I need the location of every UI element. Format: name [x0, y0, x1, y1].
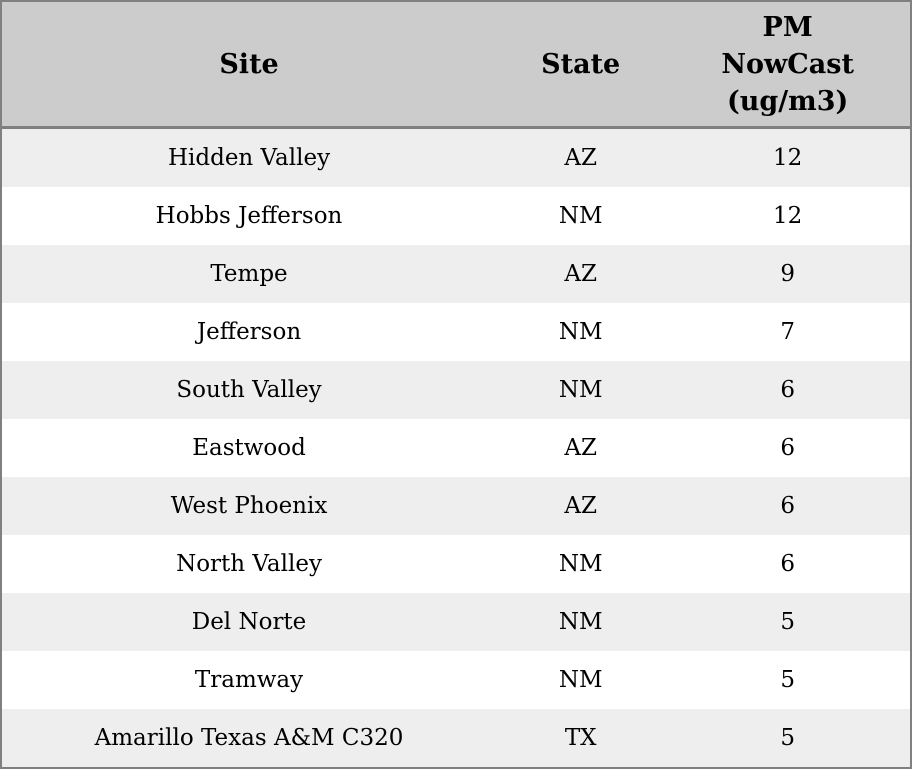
state-cell: NM: [558, 551, 603, 577]
pm-cell: 9: [780, 261, 795, 287]
state-cell: AZ: [564, 261, 597, 287]
site-cell: North Valley: [176, 551, 322, 577]
pm-cell: 6: [780, 493, 795, 519]
state-cell: NM: [558, 609, 603, 635]
site-cell: Jefferson: [196, 319, 302, 345]
column-header-site: Site: [1, 1, 497, 129]
state-cell: TX: [564, 725, 597, 751]
site-cell: Tempe: [210, 261, 288, 287]
pm-cell: 12: [773, 203, 803, 229]
table-row: West Phoenix AZ 6: [1, 477, 911, 535]
site-cell: Eastwood: [192, 435, 306, 461]
site-cell: West Phoenix: [170, 493, 328, 519]
state-cell: NM: [558, 319, 603, 345]
header-row: Site State PM NowCast (ug/m3): [1, 1, 911, 129]
state-cell: AZ: [564, 145, 597, 171]
site-cell: Amarillo Texas A&M C320: [94, 725, 404, 751]
pm-cell: 6: [780, 551, 795, 577]
table-header: Site State PM NowCast (ug/m3): [1, 1, 911, 129]
pm-cell: 5: [780, 725, 795, 751]
table-row: Jefferson NM 7: [1, 303, 911, 361]
table-row: Del Norte NM 5: [1, 593, 911, 651]
site-cell: Tramway: [194, 667, 304, 693]
state-cell: NM: [558, 377, 603, 403]
column-header-state-label: State: [541, 49, 621, 80]
state-cell: NM: [558, 203, 603, 229]
table-row: Hidden Valley AZ 12: [1, 127, 911, 187]
site-cell: Hidden Valley: [167, 145, 331, 171]
table-row: Amarillo Texas A&M C320 TX 5: [1, 709, 911, 768]
state-cell: AZ: [564, 435, 597, 461]
table-row: South Valley NM 6: [1, 361, 911, 419]
pm-cell: 6: [780, 377, 795, 403]
site-cell: South Valley: [176, 377, 322, 403]
pm-cell: 12: [773, 145, 803, 171]
column-header-site-label: Site: [219, 49, 279, 80]
state-cell: AZ: [564, 493, 597, 519]
pm-cell: 6: [780, 435, 795, 461]
table-row: Hobbs Jefferson NM 12: [1, 187, 911, 245]
table-body: Hidden Valley AZ 12 Hobbs Jefferson NM 1…: [1, 127, 911, 768]
table-row: Tramway NM 5: [1, 651, 911, 709]
table-row: Tempe AZ 9: [1, 245, 911, 303]
site-cell: Del Norte: [191, 609, 307, 635]
pm-cell: 5: [780, 667, 795, 693]
column-header-state: State: [496, 1, 666, 129]
pm-cell: 5: [780, 609, 795, 635]
state-cell: NM: [558, 667, 603, 693]
site-cell: Hobbs Jefferson: [155, 203, 343, 229]
table-row: Eastwood AZ 6: [1, 419, 911, 477]
pm-cell: 7: [780, 319, 795, 345]
column-header-pm-nowcast-label: PM NowCast (ug/m3): [721, 11, 854, 117]
table-row: North Valley NM 6: [1, 535, 911, 593]
column-header-pm-nowcast: PM NowCast (ug/m3): [665, 1, 911, 129]
